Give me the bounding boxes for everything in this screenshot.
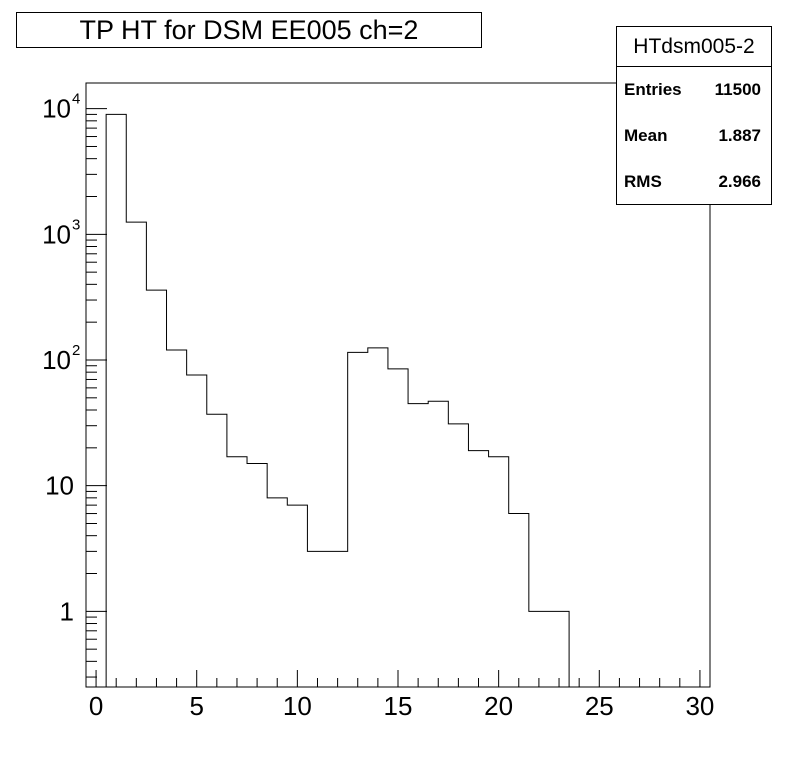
y-tick-label: 10 — [42, 94, 71, 124]
stat-value: 2.966 — [718, 172, 761, 191]
stat-label: Entries — [624, 80, 682, 99]
x-axis-tick-labels: 0 5 10 15 20 25 30 — [89, 691, 715, 721]
stat-value: 1.887 — [718, 126, 761, 145]
y-tick-label-exponent: 3 — [72, 216, 80, 233]
stat-label: RMS — [624, 172, 662, 191]
x-tick-label: 10 — [283, 691, 312, 721]
x-tick-label: 30 — [685, 691, 714, 721]
chart-title: TP HT for DSM EE005 ch=2 — [16, 12, 482, 48]
y-tick-label: 10 — [42, 345, 71, 375]
y-tick-label: 10 — [45, 471, 74, 501]
y-tick-label: 10 — [42, 219, 71, 249]
y-tick-label: 1 — [60, 596, 74, 626]
stat-row-rms: RMS 2.966 — [617, 159, 771, 205]
x-axis-ticks — [95, 670, 701, 687]
stat-value: 11500 — [714, 80, 761, 99]
y-tick-label-exponent: 2 — [72, 342, 80, 359]
stats-box: HTdsm005-2 Entries 11500 Mean 1.887 RMS … — [616, 26, 772, 205]
histogram-outline — [105, 113, 710, 688]
stat-row-mean: Mean 1.887 — [617, 113, 771, 159]
stat-label: Mean — [624, 126, 668, 145]
stats-histogram-name: HTdsm005-2 — [617, 27, 771, 67]
x-tick-label: 20 — [484, 691, 513, 721]
x-tick-label: 0 — [89, 691, 103, 721]
x-tick-label: 5 — [189, 691, 203, 721]
stat-row-entries: Entries 11500 — [617, 67, 771, 113]
x-tick-label: 15 — [384, 691, 413, 721]
x-tick-label: 25 — [585, 691, 614, 721]
y-tick-label-exponent: 4 — [72, 91, 80, 108]
y-axis-ticks — [86, 108, 107, 678]
